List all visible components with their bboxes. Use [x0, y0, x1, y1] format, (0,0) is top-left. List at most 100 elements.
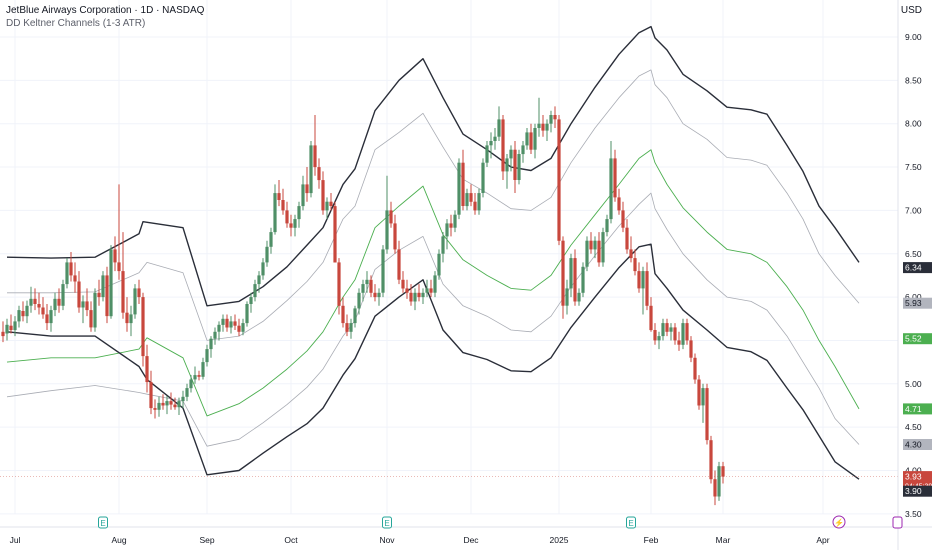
- price-label-text: 5.52: [905, 334, 922, 344]
- candle-body: [405, 288, 409, 293]
- candle-body: [225, 318, 229, 328]
- candle: [29, 286, 33, 313]
- candle: [469, 184, 473, 207]
- candle-body: [441, 236, 445, 254]
- candle: [281, 188, 285, 215]
- candle: [329, 193, 333, 211]
- candle-body: [1, 331, 5, 337]
- candle-body: [257, 275, 261, 285]
- candle: [153, 399, 157, 419]
- candle: [305, 167, 309, 202]
- candle: [113, 236, 117, 272]
- y-tick-label: 7.50: [905, 162, 922, 172]
- candle: [89, 301, 93, 332]
- candle: [565, 279, 569, 315]
- candle-body: [437, 253, 441, 276]
- candle: [137, 279, 141, 305]
- earnings-icon: [382, 516, 392, 529]
- candle-body: [157, 402, 161, 410]
- candle: [345, 314, 349, 337]
- x-tick-label: Aug: [111, 535, 126, 545]
- band-upper-inner: [7, 69, 860, 341]
- price-label-text: 3.90: [905, 486, 922, 496]
- candle: [309, 141, 313, 198]
- candle-body: [637, 271, 641, 289]
- candle: [13, 316, 17, 337]
- candle: [293, 214, 297, 237]
- candle-body: [209, 338, 213, 350]
- candle: [701, 383, 705, 423]
- candle: [421, 288, 425, 305]
- candle: [613, 149, 617, 202]
- candle: [341, 297, 345, 328]
- candle: [213, 327, 217, 345]
- candle-body: [597, 240, 601, 263]
- candle: [553, 106, 557, 129]
- candle-body: [537, 123, 541, 128]
- candle: [381, 245, 385, 298]
- lightning-icon: [832, 515, 846, 529]
- candle-body: [457, 162, 461, 215]
- candle: [721, 461, 725, 484]
- candle: [717, 461, 721, 501]
- candle-body: [129, 314, 133, 324]
- price-label-text: 5.93: [905, 298, 922, 308]
- candle-body: [105, 275, 109, 317]
- candle: [481, 158, 485, 198]
- candle-body: [365, 279, 369, 285]
- candle-body: [13, 321, 17, 331]
- candle: [129, 305, 133, 337]
- candle: [641, 266, 645, 315]
- event-marker: E: [626, 516, 636, 529]
- candle-body: [145, 356, 149, 383]
- candle-body: [261, 262, 265, 276]
- candle-body: [397, 249, 401, 280]
- candle-body: [277, 193, 281, 200]
- candle-body: [249, 297, 253, 304]
- candle-body: [133, 288, 137, 315]
- price-label-text: 4.71: [905, 404, 922, 414]
- candle: [201, 357, 205, 380]
- candle: [577, 288, 581, 306]
- candle-body: [17, 310, 21, 322]
- candle-body: [609, 158, 613, 220]
- band-middle: [6, 149, 860, 417]
- price-label-bg: [903, 403, 932, 415]
- candle: [461, 149, 465, 211]
- candle-body: [297, 206, 301, 220]
- candle: [633, 249, 637, 276]
- candle: [457, 158, 461, 220]
- candle: [697, 375, 701, 410]
- candle: [429, 279, 433, 298]
- candle: [209, 336, 213, 358]
- candle: [365, 271, 369, 293]
- candle: [41, 297, 45, 319]
- candle-body: [9, 325, 13, 330]
- y-tick-label: 5.00: [905, 379, 922, 389]
- candle-body: [629, 249, 633, 259]
- candle-body: [321, 180, 325, 211]
- candle-body: [389, 210, 393, 224]
- currency-label[interactable]: USD: [900, 5, 922, 16]
- candle: [77, 271, 81, 313]
- candle-body: [89, 310, 93, 328]
- candle: [349, 318, 353, 339]
- candle: [493, 128, 497, 150]
- candle-body: [509, 149, 513, 159]
- symbol-title[interactable]: JetBlue Airways Corporation · 1D · NASDA…: [6, 5, 205, 16]
- candle-body: [101, 275, 105, 298]
- candle: [405, 279, 409, 299]
- candle: [61, 279, 65, 311]
- y-tick-label: 8.50: [905, 75, 922, 85]
- candle: [221, 314, 225, 332]
- price-label: 3.90: [903, 485, 932, 497]
- candle-body: [357, 292, 361, 309]
- candle-body: [269, 232, 273, 247]
- indicator-title[interactable]: DD Keltner Channels (1-3 ATR): [6, 18, 146, 29]
- price-label: 4.30: [903, 439, 932, 450]
- candle-body: [401, 279, 405, 289]
- candle-body: [581, 266, 585, 293]
- candle: [409, 284, 413, 306]
